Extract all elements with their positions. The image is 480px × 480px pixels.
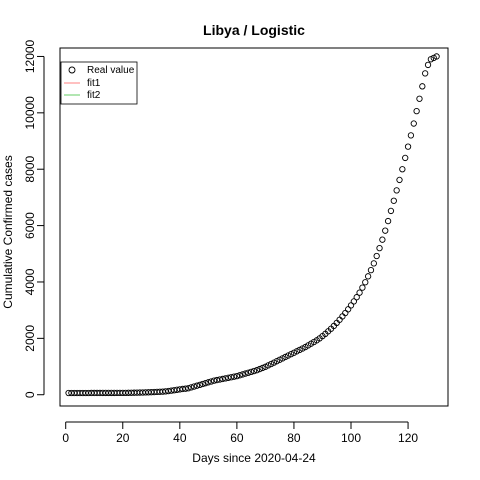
chart-title: Libya / Logistic [203,22,305,38]
data-point [182,385,189,392]
y-tick-label: 12000 [23,39,37,73]
x-tick-label: 20 [116,431,130,445]
data-point [188,384,195,391]
data-point [367,266,375,274]
data-point [384,217,392,225]
data-point [362,279,369,286]
data-points [65,53,440,397]
data-point [185,385,192,392]
data-point [350,298,358,305]
y-tick-label: 6000 [23,212,37,239]
y-tick-label: 8000 [23,156,37,183]
data-point [376,244,383,252]
data-point [208,378,215,385]
data-point [199,380,206,388]
legend-real-value-label: Real value [87,65,135,76]
data-point [233,372,241,380]
data-point [205,379,212,386]
legend: Real value fit1 fit2 [60,61,138,105]
data-point [202,380,209,387]
data-point [373,252,380,260]
x-axis-label: Days since 2020-04-24 [192,451,316,465]
x-tick-label: 60 [230,431,244,445]
data-point [239,371,246,378]
data-point [419,83,426,90]
data-point [259,364,266,372]
data-point [399,166,406,173]
data-point [222,375,229,382]
x-tick-label: 120 [398,431,418,445]
data-point [190,383,198,390]
legend-fit2-label: fit2 [87,90,101,101]
data-point [193,382,201,389]
data-point [353,294,360,301]
y-tick-label: 0 [23,391,37,398]
data-point [379,236,386,243]
data-point [393,187,400,194]
legend-real-value-symbol [68,66,76,74]
data-point [390,197,397,204]
x-tick-label: 40 [173,431,187,445]
data-point [416,95,423,102]
data-point [404,143,412,150]
x-tick-label: 0 [62,431,69,445]
data-point [433,53,440,60]
data-point [359,284,366,291]
data-point [216,376,223,383]
y-axis-label: Cumulative Confirmed cases [1,155,15,308]
data-point [402,154,409,162]
y-tick-label: 10000 [23,96,37,130]
data-point [225,374,232,381]
data-point [236,372,243,379]
data-point [250,367,258,375]
data-point [242,370,249,377]
data-point [342,309,349,317]
data-point [422,70,429,77]
data-point [253,367,261,374]
data-point [210,377,218,384]
data-point [413,107,420,115]
data-point [339,313,346,320]
plot-border [59,47,449,407]
y-tick-label: 2000 [23,325,37,352]
data-point [382,227,389,234]
data-point [410,120,417,127]
x-tick-label: 80 [287,431,301,445]
data-point [228,374,235,381]
data-point [256,365,263,373]
data-point [424,61,432,69]
data-point [407,132,415,139]
data-point [364,273,372,280]
data-point [356,289,363,296]
plot-area [59,47,449,407]
data-point [230,373,238,380]
x-axis: 0 20 40 60 80 100 120 [62,421,418,445]
data-point [196,381,203,389]
data-point [247,368,255,376]
x-tick-label: 100 [341,431,361,445]
data-point [219,375,226,383]
legend-fit1-label: fit1 [87,78,101,89]
data-point [245,369,252,376]
data-point [370,260,377,267]
data-point [387,207,395,215]
y-axis: 0 2000 4000 6000 8000 10000 12000 [23,39,45,398]
data-point [396,176,403,184]
data-point [213,376,221,384]
y-tick-label: 4000 [23,268,37,295]
